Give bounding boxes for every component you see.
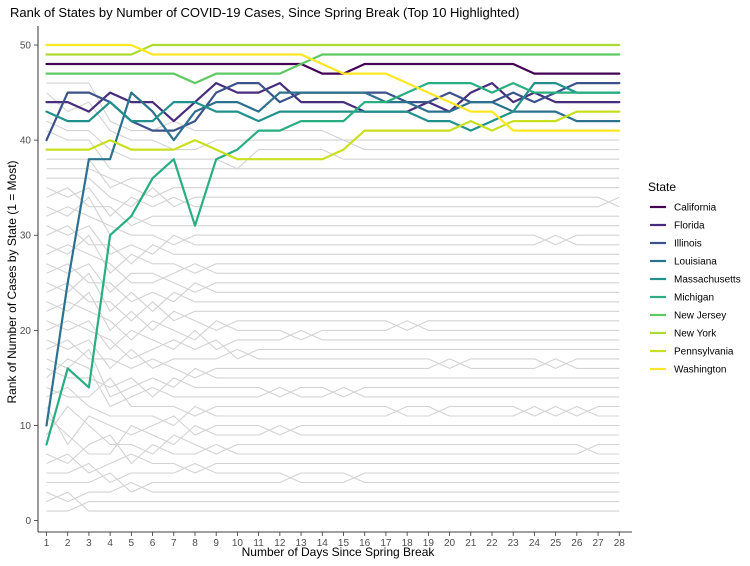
- legend-label: Illinois: [674, 239, 702, 250]
- x-tick-label: 16: [359, 538, 371, 549]
- x-tick-label: 3: [86, 538, 92, 549]
- series-line-massachusetts: [45, 82, 621, 132]
- x-tick-label: 20: [444, 538, 456, 549]
- series-line-washington: [45, 43, 621, 132]
- background-state-line: [46, 225, 620, 255]
- y-tick-label: 10: [20, 421, 32, 432]
- background-state-line: [46, 453, 620, 474]
- x-tick-label: 15: [338, 538, 350, 549]
- background-state-line: [46, 187, 620, 217]
- legend: State California Florida Illinois Louisiana M…: [648, 180, 741, 376]
- chart-title: Rank of States by Number of COVID-19 Cas…: [10, 5, 519, 20]
- x-tick-label: 19: [423, 538, 435, 549]
- series-line-michigan: [45, 82, 621, 446]
- background-state-line: [46, 491, 620, 512]
- x-tick-label: 23: [508, 538, 520, 549]
- background-state-line: [46, 234, 620, 274]
- series-line-new-jersey: [45, 53, 621, 85]
- series-line-pennsylvania: [45, 110, 621, 161]
- background-state-line: [46, 130, 620, 170]
- background-state-line: [46, 177, 620, 208]
- series-line-louisiana: [45, 91, 621, 427]
- legend-label: Washington: [674, 365, 726, 376]
- y-tick-label: 50: [20, 41, 32, 52]
- background-state-line: [46, 282, 620, 322]
- x-tick-label: 2: [65, 538, 71, 549]
- background-state-line: [46, 225, 620, 265]
- y-axis-label: Rank of Number of Cases by State (1 = Mo…: [5, 160, 19, 403]
- x-tick-label: 25: [550, 538, 562, 549]
- x-tick-label: 8: [192, 538, 198, 549]
- x-tick-label: 21: [465, 538, 477, 549]
- legend-label: Massachusetts: [674, 275, 741, 286]
- x-tick-label: 4: [107, 538, 113, 549]
- x-tick-label: 1: [44, 538, 50, 549]
- x-tick-label: 28: [614, 538, 626, 549]
- background-state-line: [46, 206, 620, 246]
- background-state-line: [46, 82, 620, 151]
- background-state-line: [46, 348, 620, 398]
- series-line-california: [45, 62, 621, 75]
- background-state-line: [46, 367, 620, 398]
- background-state-line: [46, 339, 620, 369]
- legend-label: Pennsylvania: [674, 347, 734, 358]
- y-tick-label: 20: [20, 326, 32, 337]
- x-tick-label: 6: [150, 538, 156, 549]
- x-tick-label: 17: [380, 538, 392, 549]
- background-state-line: [46, 187, 620, 227]
- background-state-line: [46, 263, 620, 293]
- background-state-line: [46, 158, 620, 189]
- background-state-line: [46, 272, 620, 312]
- x-tick-label: 10: [232, 538, 244, 549]
- background-state-line: [46, 263, 620, 303]
- y-tick-label: 0: [25, 516, 31, 527]
- legend-label: Florida: [674, 221, 705, 232]
- x-tick-label: 12: [274, 538, 286, 549]
- background-state-line: [46, 339, 620, 379]
- x-tick-label: 26: [571, 538, 583, 549]
- x-axis-label: Number of Days Since Spring Break: [242, 545, 436, 559]
- background-state-line: [46, 462, 620, 484]
- x-tick-label: 22: [486, 538, 498, 549]
- x-tick-label: 9: [213, 538, 219, 549]
- x-tick-label: 11: [253, 538, 264, 549]
- background-state-line: [46, 92, 620, 151]
- legend-label: Louisiana: [674, 257, 717, 268]
- legend-label: New York: [674, 329, 717, 340]
- x-tick-label: 7: [171, 538, 177, 549]
- y-tick-label: 40: [20, 136, 32, 147]
- background-state-line: [46, 501, 620, 512]
- legend-title: State: [648, 180, 676, 194]
- legend-label: California: [674, 203, 717, 214]
- background-state-line: [46, 320, 620, 360]
- background-state-line: [46, 358, 620, 408]
- legend-label: New Jersey: [674, 311, 726, 322]
- legend-label: Michigan: [674, 293, 714, 304]
- x-tick-label: 14: [317, 538, 329, 549]
- plot-panel: [45, 43, 621, 512]
- x-tick-label: 18: [402, 538, 414, 549]
- background-state-line: [46, 244, 620, 284]
- x-tick-label: 5: [129, 538, 135, 549]
- background-state-line: [46, 377, 620, 417]
- background-state-line: [46, 301, 620, 341]
- background-state-line: [46, 291, 620, 331]
- y-tick-label: 30: [20, 231, 32, 242]
- background-state-line: [46, 120, 620, 170]
- background-state-line: [46, 434, 620, 465]
- background-state-line: [46, 406, 620, 446]
- x-tick-label: 24: [529, 538, 541, 549]
- x-tick-label: 13: [295, 538, 307, 549]
- background-state-line: [46, 320, 620, 350]
- background-state-line: [46, 405, 620, 455]
- background-state-line: [46, 472, 620, 493]
- x-tick-label: 27: [592, 538, 604, 549]
- background-state-line: [46, 168, 620, 198]
